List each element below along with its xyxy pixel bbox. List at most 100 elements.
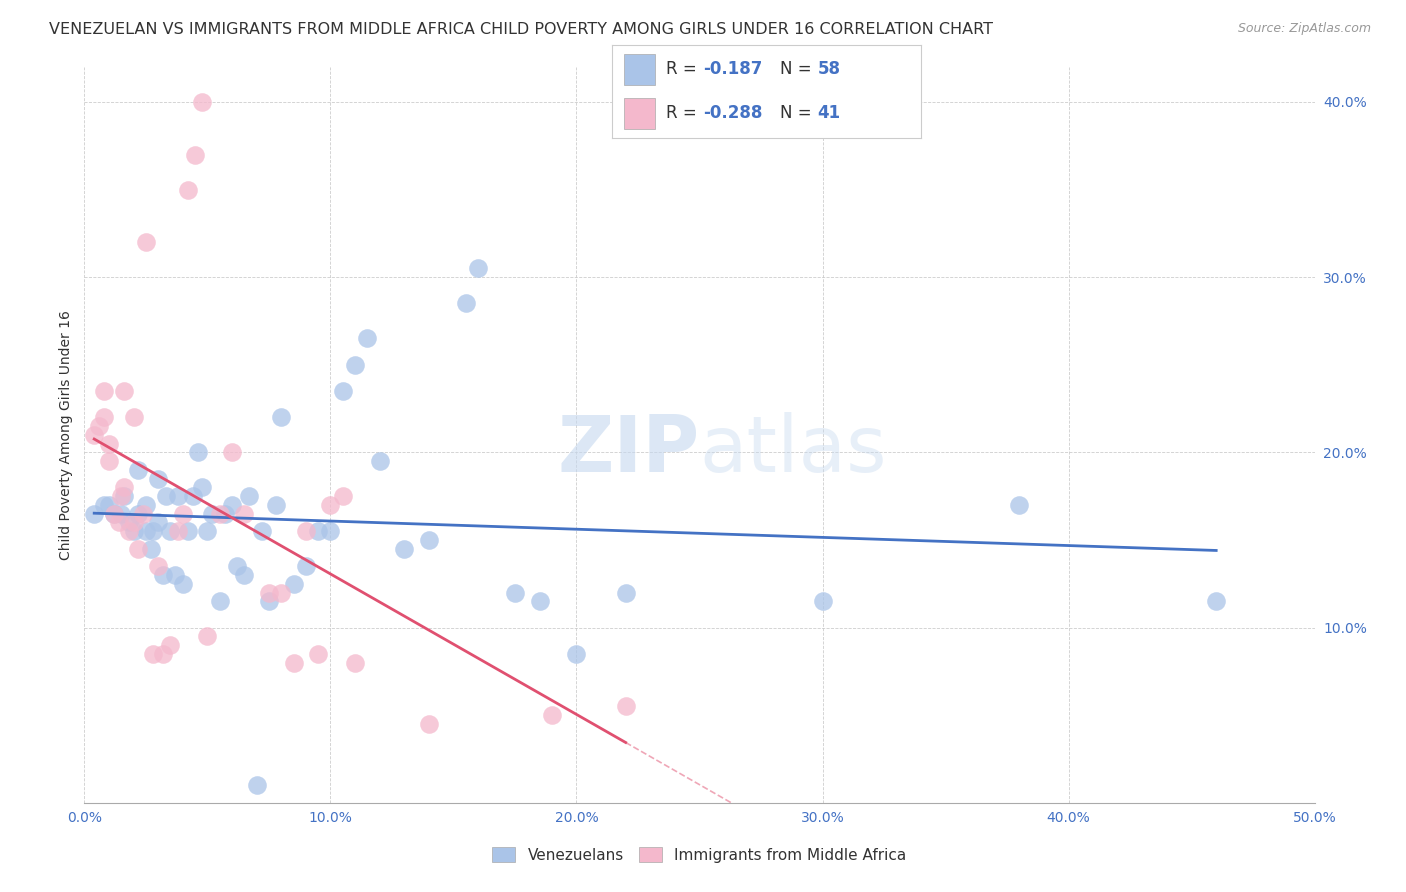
- Point: [186, 445, 209, 459]
- Point: [368, 454, 391, 468]
- Legend: Venezuelans, Immigrants from Middle Africa: Venezuelans, Immigrants from Middle Afri…: [486, 840, 912, 869]
- Point: [132, 507, 155, 521]
- Point: [418, 533, 440, 547]
- Point: [332, 489, 354, 503]
- Point: [467, 261, 489, 276]
- Point: [270, 410, 292, 425]
- Point: [233, 507, 256, 521]
- Point: [295, 559, 318, 574]
- Point: [307, 524, 329, 539]
- Point: [246, 778, 269, 792]
- Point: [177, 524, 200, 539]
- Point: [238, 489, 260, 503]
- Point: [110, 507, 132, 521]
- Point: [257, 594, 280, 608]
- Point: [208, 507, 231, 521]
- Point: [201, 507, 224, 521]
- FancyBboxPatch shape: [624, 98, 655, 129]
- Point: [344, 358, 367, 372]
- Point: [454, 296, 477, 310]
- Point: [155, 489, 177, 503]
- Point: [128, 463, 150, 477]
- Point: [103, 507, 125, 521]
- Point: [165, 568, 187, 582]
- Text: atlas: atlas: [700, 411, 887, 488]
- Point: [87, 419, 111, 434]
- Point: [135, 524, 157, 539]
- Point: [394, 541, 416, 556]
- Text: -0.288: -0.288: [703, 104, 762, 122]
- Point: [614, 585, 637, 599]
- Point: [159, 638, 181, 652]
- Point: [152, 568, 174, 582]
- Point: [214, 507, 236, 521]
- Point: [811, 594, 834, 608]
- Point: [319, 524, 342, 539]
- Point: [614, 699, 637, 714]
- Point: [98, 498, 120, 512]
- Point: [110, 489, 132, 503]
- Text: -0.187: -0.187: [703, 61, 762, 78]
- Point: [307, 647, 329, 661]
- Point: [83, 507, 105, 521]
- Point: [98, 454, 120, 468]
- Point: [135, 498, 157, 512]
- Point: [93, 410, 115, 425]
- Point: [319, 498, 342, 512]
- Point: [221, 498, 243, 512]
- Point: [93, 384, 115, 398]
- Text: N =: N =: [780, 61, 817, 78]
- Point: [1008, 498, 1031, 512]
- Point: [225, 559, 249, 574]
- Point: [529, 594, 551, 608]
- Point: [112, 480, 135, 494]
- Point: [128, 541, 150, 556]
- Point: [250, 524, 273, 539]
- Point: [191, 480, 214, 494]
- Point: [503, 585, 526, 599]
- Point: [166, 524, 188, 539]
- Point: [128, 507, 150, 521]
- Point: [221, 445, 243, 459]
- Point: [1205, 594, 1227, 608]
- Point: [152, 647, 174, 661]
- Point: [295, 524, 318, 539]
- Point: [565, 647, 588, 661]
- Point: [283, 576, 305, 591]
- Text: VENEZUELAN VS IMMIGRANTS FROM MIDDLE AFRICA CHILD POVERTY AMONG GIRLS UNDER 16 C: VENEZUELAN VS IMMIGRANTS FROM MIDDLE AFR…: [49, 22, 993, 37]
- Point: [159, 524, 181, 539]
- Point: [122, 516, 145, 530]
- Text: N =: N =: [780, 104, 817, 122]
- Point: [332, 384, 354, 398]
- Point: [172, 576, 194, 591]
- FancyBboxPatch shape: [624, 54, 655, 85]
- Point: [139, 541, 162, 556]
- Point: [142, 647, 165, 661]
- Y-axis label: Child Poverty Among Girls Under 16: Child Poverty Among Girls Under 16: [59, 310, 73, 560]
- Point: [356, 331, 378, 345]
- Point: [283, 656, 305, 670]
- Point: [135, 235, 157, 249]
- Point: [233, 568, 256, 582]
- Point: [266, 498, 288, 512]
- Point: [148, 516, 170, 530]
- Point: [270, 585, 292, 599]
- Point: [108, 516, 131, 530]
- Point: [98, 436, 120, 450]
- Point: [418, 717, 440, 731]
- Point: [344, 656, 367, 670]
- Point: [118, 524, 141, 539]
- Point: [148, 472, 170, 486]
- Point: [172, 507, 194, 521]
- Text: ZIP: ZIP: [557, 411, 700, 488]
- Point: [142, 524, 165, 539]
- Point: [122, 410, 145, 425]
- Point: [191, 95, 214, 109]
- Point: [208, 594, 231, 608]
- Point: [184, 147, 207, 161]
- Point: [112, 489, 135, 503]
- Point: [112, 384, 135, 398]
- Text: 58: 58: [817, 61, 841, 78]
- Text: R =: R =: [666, 61, 702, 78]
- Point: [197, 629, 219, 643]
